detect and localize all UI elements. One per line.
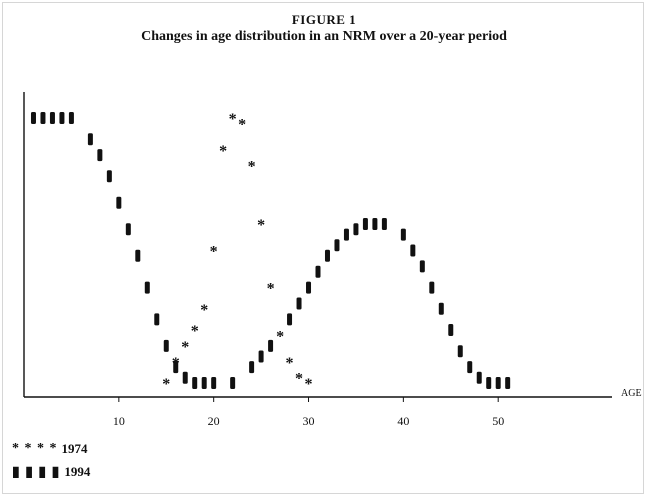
- data-point: [49, 112, 55, 124]
- data-point: *: [181, 339, 189, 356]
- data-point: *: [191, 323, 199, 340]
- data-point: [457, 345, 463, 358]
- data-point: [258, 350, 264, 363]
- data-point: [343, 228, 349, 241]
- data-point: *: [210, 244, 218, 261]
- data-point: [505, 377, 511, 389]
- data-point: [315, 265, 321, 278]
- legend-marker-1974: * * * *: [12, 441, 58, 456]
- data-point: [381, 218, 387, 230]
- data-point: [59, 112, 65, 124]
- data-point: [400, 228, 406, 241]
- data-point: [410, 244, 416, 257]
- data-point: [296, 297, 302, 310]
- data-point: *: [162, 376, 170, 393]
- data-point: [324, 249, 330, 262]
- data-point: [334, 239, 340, 252]
- data-point: *: [248, 159, 256, 176]
- data-point: [116, 196, 122, 209]
- data-point: [106, 170, 112, 183]
- data-point: *: [200, 302, 208, 319]
- data-point: [135, 249, 141, 262]
- data-point: [154, 313, 160, 326]
- data-point: [211, 377, 217, 389]
- series-1994: [30, 112, 511, 389]
- data-point: [362, 218, 368, 230]
- data-point: [144, 281, 150, 294]
- data-point: [201, 377, 207, 389]
- data-point: *: [238, 116, 246, 133]
- data-point: [249, 361, 255, 374]
- data-point: [68, 112, 74, 124]
- data-point: [182, 371, 188, 384]
- data-point: [192, 377, 198, 389]
- x-tick-label: 10: [113, 414, 125, 428]
- data-point: [268, 339, 274, 352]
- data-point: *: [305, 376, 313, 393]
- data-point: [163, 339, 169, 352]
- data-point: [230, 377, 236, 389]
- x-ticks: 10 20 30 40 50: [113, 397, 504, 428]
- legend-item-1994: ▮ ▮ ▮ ▮ 1994: [12, 464, 90, 480]
- data-point: *: [257, 217, 265, 234]
- data-point: [306, 281, 312, 294]
- legend-label-1994: 1994: [64, 464, 91, 479]
- x-tick-label: 30: [303, 414, 315, 428]
- data-point: [30, 112, 36, 124]
- data-point: *: [276, 328, 284, 345]
- series-1974: ****************: [162, 111, 312, 393]
- data-point: [287, 313, 293, 326]
- x-tick-label: 40: [397, 414, 409, 428]
- data-point: [353, 223, 359, 236]
- data-point: [467, 361, 473, 374]
- legend-marker-1994: ▮ ▮ ▮ ▮: [12, 464, 61, 480]
- data-point: [125, 223, 131, 236]
- data-point: [448, 324, 454, 336]
- x-tick-label: 50: [492, 414, 504, 428]
- data-point: [486, 377, 492, 389]
- figure-frame: [2, 2, 644, 494]
- data-point: *: [229, 111, 237, 128]
- data-point: [40, 112, 46, 124]
- data-point: [87, 133, 93, 146]
- data-point: [429, 281, 435, 294]
- data-point: [372, 218, 378, 230]
- data-point: [476, 371, 482, 384]
- figure-label: FIGURE 1: [291, 12, 357, 27]
- legend-label-1974: 1974: [61, 441, 88, 456]
- x-axis-label: AGE: [621, 388, 642, 399]
- data-point: *: [219, 143, 227, 160]
- chart-marks: ****************: [30, 111, 511, 393]
- data-point: [173, 361, 179, 374]
- data-point: [97, 149, 103, 162]
- data-point: *: [295, 371, 303, 388]
- data-point: *: [267, 281, 275, 298]
- legend-item-1974: * * * * 1974: [12, 441, 88, 457]
- x-tick-label: 20: [208, 414, 220, 428]
- data-point: *: [286, 355, 294, 372]
- chart-title: Changes in age distribution in an NRM ov…: [141, 29, 507, 44]
- data-point: [495, 377, 501, 389]
- data-point: [419, 260, 425, 273]
- data-point: [438, 302, 444, 315]
